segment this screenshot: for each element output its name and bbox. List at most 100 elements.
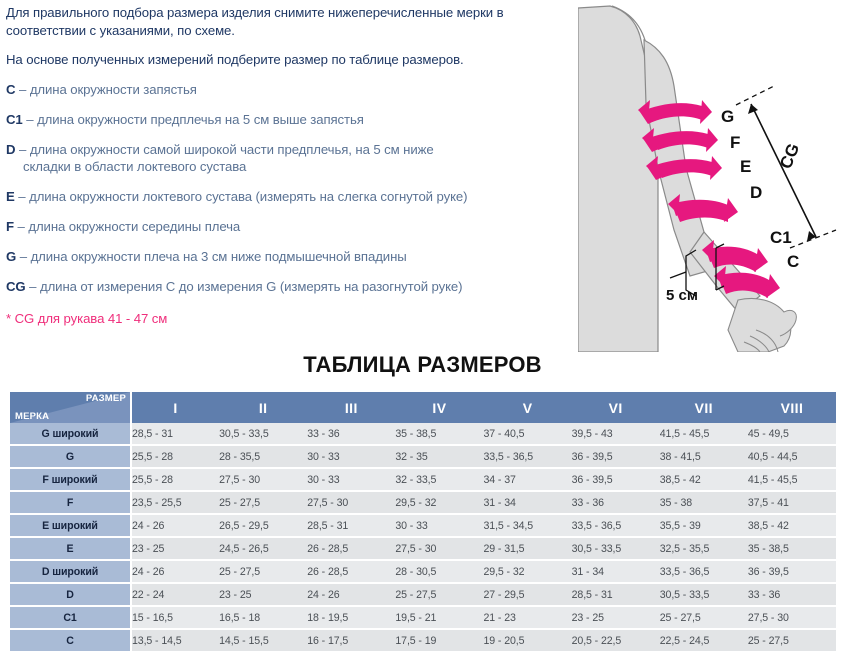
cell-r6-c0: 24 - 26: [131, 560, 220, 584]
cell-r1-c7: 40,5 - 44,5: [747, 445, 836, 469]
cell-r2-c0: 25,5 - 28: [131, 468, 220, 492]
cell-r9-c2: 16 - 17,5: [307, 629, 396, 653]
table-corner-cell: РАЗМЕР МЕРКА: [10, 392, 132, 423]
size-table-container: РАЗМЕР МЕРКА I II III IV V VI VII VIII G широки…: [10, 392, 836, 653]
cell-r9-c1: 14,5 - 15,5: [219, 629, 308, 653]
cell-r0-c6: 41,5 - 45,5: [659, 423, 748, 446]
illustration-label-five-cm: 5 см: [666, 287, 698, 304]
cell-r5-c4: 29 - 31,5: [483, 537, 572, 561]
table-row: E 23 - 25 24,5 - 26,5 26 - 28,5 27,5 - 30 29 …: [10, 537, 836, 561]
measure-text-g: длина окружности плеча на 3 см ниже подм…: [30, 248, 407, 264]
cell-r5-c3: 27,5 - 30: [395, 537, 484, 561]
measure-definition-c1: C1 – длина окружности предплечья на 5 см…: [6, 111, 572, 128]
illustration-label-c: C: [787, 252, 799, 271]
cg-upper-guide: [735, 85, 775, 106]
row-label-8: C1: [10, 606, 132, 630]
measure-dash-glyph: –: [18, 188, 26, 204]
measure-text-f: длина окружности середины плеча: [28, 218, 241, 234]
cell-r3-c1: 25 - 27,5: [219, 491, 308, 515]
tape-band-g: [638, 100, 712, 124]
cell-r4-c4: 31,5 - 34,5: [483, 514, 572, 538]
measure-definition-d: D – длина окружности самой широкой части…: [6, 141, 572, 175]
illustration-label-c1: C1: [770, 228, 792, 247]
column-header-viii: VIII: [747, 392, 836, 423]
five-cm-bracket-right: [715, 243, 725, 291]
cell-r0-c4: 37 - 40,5: [483, 423, 572, 446]
row-label-6: D широкий: [10, 560, 132, 584]
cell-r2-c5: 36 - 39,5: [571, 468, 660, 492]
row-label-9: C: [10, 629, 132, 653]
cell-r3-c0: 23,5 - 25,5: [131, 491, 220, 515]
cell-r1-c5: 36 - 39,5: [571, 445, 660, 469]
cell-r6-c1: 25 - 27,5: [219, 560, 308, 584]
cg-arrow-line: [750, 103, 817, 238]
measure-dash-glyph: –: [29, 278, 37, 294]
cell-r2-c1: 27,5 - 30: [219, 468, 308, 492]
tape-band-c: [714, 266, 780, 298]
cell-r5-c5: 30,5 - 33,5: [571, 537, 660, 561]
cell-r5-c0: 23 - 25: [131, 537, 220, 561]
cell-r7-c5: 28,5 - 31: [571, 583, 660, 607]
measure-dash-glyph: –: [26, 111, 34, 127]
row-label-4: E широкий: [10, 514, 132, 538]
cell-r8-c3: 19,5 - 21: [395, 606, 484, 630]
table-row: F широкий 25,5 - 28 27,5 - 30 30 - 33 32 - 3…: [10, 468, 836, 492]
table-row: D широкий 24 - 26 25 - 27,5 26 - 28,5 28 - 3…: [10, 560, 836, 584]
tape-band-e: [646, 156, 722, 180]
cell-r5-c2: 26 - 28,5: [307, 537, 396, 561]
measurement-definitions-list: C – длина окружности запястья C1 – длина …: [6, 81, 572, 295]
cell-r2-c6: 38,5 - 42: [659, 468, 748, 492]
cg-footnote: * CG для рукава 41 - 47 см: [6, 310, 168, 326]
illustration-label-g: G: [721, 107, 734, 126]
cell-r3-c2: 27,5 - 30: [307, 491, 396, 515]
cell-r7-c0: 22 - 24: [131, 583, 220, 607]
row-label-3: F: [10, 491, 132, 515]
cell-r1-c2: 30 - 33: [307, 445, 396, 469]
cell-r3-c6: 35 - 38: [659, 491, 748, 515]
size-table: РАЗМЕР МЕРКА I II III IV V VI VII VIII G широки…: [10, 392, 836, 653]
cell-r8-c4: 21 - 23: [483, 606, 572, 630]
cell-r9-c4: 19 - 20,5: [483, 629, 572, 653]
column-header-ii: II: [219, 392, 308, 423]
cell-r3-c5: 33 - 36: [571, 491, 660, 515]
cell-r8-c0: 15 - 16,5: [131, 606, 220, 630]
arm-measurement-illustration: G F E D C1 C CG 5 см: [578, 0, 845, 352]
cell-r7-c2: 24 - 26: [307, 583, 396, 607]
measure-text-e: длина окружности локтевого сустава (изме…: [29, 188, 468, 204]
cell-r2-c7: 41,5 - 45,5: [747, 468, 836, 492]
cell-r0-c5: 39,5 - 43: [571, 423, 660, 446]
cell-r6-c7: 36 - 39,5: [747, 560, 836, 584]
cell-r8-c5: 23 - 25: [571, 606, 660, 630]
size-table-title: ТАБЛИЦА РАЗМЕРОВ: [303, 352, 542, 377]
cell-r9-c6: 22,5 - 24,5: [659, 629, 748, 653]
cell-r1-c6: 38 - 41,5: [659, 445, 748, 469]
table-row: G 25,5 - 28 28 - 35,5 30 - 33 32 - 35 33,5 - …: [10, 445, 836, 469]
cell-r4-c2: 28,5 - 31: [307, 514, 396, 538]
column-header-iii: III: [307, 392, 396, 423]
tape-band-d: [668, 194, 738, 222]
cell-r0-c0: 28,5 - 31: [131, 423, 220, 446]
cg-arrowhead-bottom: [807, 231, 816, 241]
intro-paragraph-1: Для правильного подбора размера изделия …: [6, 5, 504, 38]
cell-r6-c4: 29,5 - 32: [483, 560, 572, 584]
corner-size-label: РАЗМЕР: [85, 393, 126, 404]
illustration-label-e: E: [740, 157, 751, 176]
measure-definition-g: G – длина окружности плеча на 3 см ниже …: [6, 248, 572, 265]
measure-code-c: C: [6, 81, 16, 97]
cell-r6-c3: 28 - 30,5: [395, 560, 484, 584]
cell-r3-c3: 29,5 - 32: [395, 491, 484, 515]
five-cm-bracket-left: [685, 249, 697, 297]
cell-r4-c7: 38,5 - 42: [747, 514, 836, 538]
column-header-iv: IV: [395, 392, 484, 423]
measure-text-c1: длина окружности предплечья на 5 см выше…: [37, 111, 364, 127]
cell-r4-c1: 26,5 - 29,5: [219, 514, 308, 538]
measure-text-continuation-d: складки в области локтевого сустава: [23, 158, 247, 174]
cell-r0-c2: 33 - 36: [307, 423, 396, 446]
table-row: G широкий 28,5 - 31 30,5 - 33,5 33 - 36 35 -…: [10, 423, 836, 446]
measure-code-e: E: [6, 188, 15, 204]
cell-r7-c4: 27 - 29,5: [483, 583, 572, 607]
size-table-header-row: РАЗМЕР МЕРКА I II III IV V VI VII VIII: [10, 392, 836, 423]
cell-r1-c4: 33,5 - 36,5: [483, 445, 572, 469]
column-header-i: I: [131, 392, 220, 423]
cell-r2-c4: 34 - 37: [483, 468, 572, 492]
